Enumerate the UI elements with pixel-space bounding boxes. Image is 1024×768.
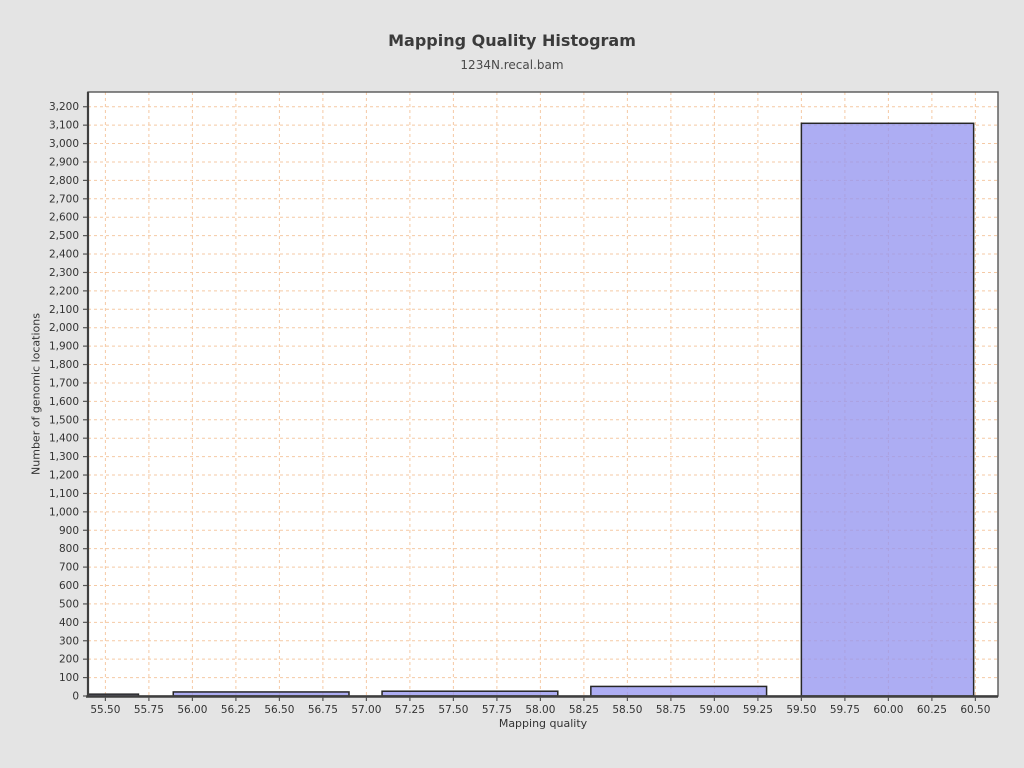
x-tick-label: 56.50 xyxy=(264,704,294,716)
y-tick-label: 2,300 xyxy=(49,267,79,279)
y-tick-label: 2,500 xyxy=(49,230,79,242)
x-tick-label: 58.75 xyxy=(656,704,686,716)
x-tick-label: 55.75 xyxy=(134,704,164,716)
y-axis-label: Number of genomic locations xyxy=(29,313,43,475)
x-tick-label: 60.50 xyxy=(960,704,990,716)
x-tick-label: 59.50 xyxy=(786,704,816,716)
chart-subtitle: 1234N.recal.bam xyxy=(460,58,564,72)
x-tick-label: 57.25 xyxy=(395,704,425,716)
y-tick-label: 2,400 xyxy=(49,249,79,261)
x-tick-label: 58.00 xyxy=(525,704,555,716)
y-tick-label: 300 xyxy=(59,635,79,647)
y-tick-label: 1,000 xyxy=(49,506,79,518)
y-tick-label: 900 xyxy=(59,525,79,537)
x-tick-label: 58.25 xyxy=(569,704,599,716)
y-tick-label: 700 xyxy=(59,562,79,574)
y-tick-label: 1,100 xyxy=(49,488,79,500)
histogram-bar xyxy=(800,122,975,697)
x-tick-label: 58.50 xyxy=(612,704,642,716)
y-tick-label: 600 xyxy=(59,580,79,592)
y-tick-label: 500 xyxy=(59,598,79,610)
x-tick-label: 59.25 xyxy=(743,704,773,716)
y-tick-label: 1,500 xyxy=(49,414,79,426)
y-tick-label: 400 xyxy=(59,617,79,629)
x-tick-label: 57.75 xyxy=(482,704,512,716)
y-tick-label: 1,200 xyxy=(49,470,79,482)
y-tick-label: 1,600 xyxy=(49,396,79,408)
y-tick-label: 3,200 xyxy=(49,101,79,113)
x-tick-label: 56.25 xyxy=(221,704,251,716)
x-tick-label: 59.00 xyxy=(699,704,729,716)
x-tick-label: 56.00 xyxy=(177,704,207,716)
y-tick-label: 2,900 xyxy=(49,156,79,168)
x-tick-label: 59.75 xyxy=(830,704,860,716)
y-tick-label: 2,700 xyxy=(49,193,79,205)
y-tick-label: 2,600 xyxy=(49,212,79,224)
y-tick-label: 1,800 xyxy=(49,359,79,371)
x-tick-label: 57.00 xyxy=(351,704,381,716)
y-tick-label: 3,100 xyxy=(49,120,79,132)
x-axis-label: Mapping quality xyxy=(498,717,588,730)
y-tick-label: 0 xyxy=(72,691,79,703)
x-tick-label: 60.25 xyxy=(917,704,947,716)
y-tick-label: 100 xyxy=(59,672,79,684)
y-tick-label: 1,700 xyxy=(49,377,79,389)
y-tick-label: 2,200 xyxy=(49,285,79,297)
x-tick-label: 56.75 xyxy=(308,704,338,716)
y-tick-label: 2,800 xyxy=(49,175,79,187)
chart-title: Mapping Quality Histogram xyxy=(388,31,636,50)
y-tick-label: 1,900 xyxy=(49,341,79,353)
y-tick-label: 2,100 xyxy=(49,304,79,316)
y-tick-label: 3,000 xyxy=(49,138,79,150)
histogram-bar xyxy=(590,685,768,697)
y-tick-label: 800 xyxy=(59,543,79,555)
y-tick-label: 1,400 xyxy=(49,433,79,445)
x-tick-label: 55.50 xyxy=(90,704,120,716)
y-tick-label: 1,300 xyxy=(49,451,79,463)
x-tick-label: 60.00 xyxy=(873,704,903,716)
y-tick-label: 200 xyxy=(59,654,79,666)
x-tick-label: 57.50 xyxy=(438,704,468,716)
y-tick-label: 2,000 xyxy=(49,322,79,334)
